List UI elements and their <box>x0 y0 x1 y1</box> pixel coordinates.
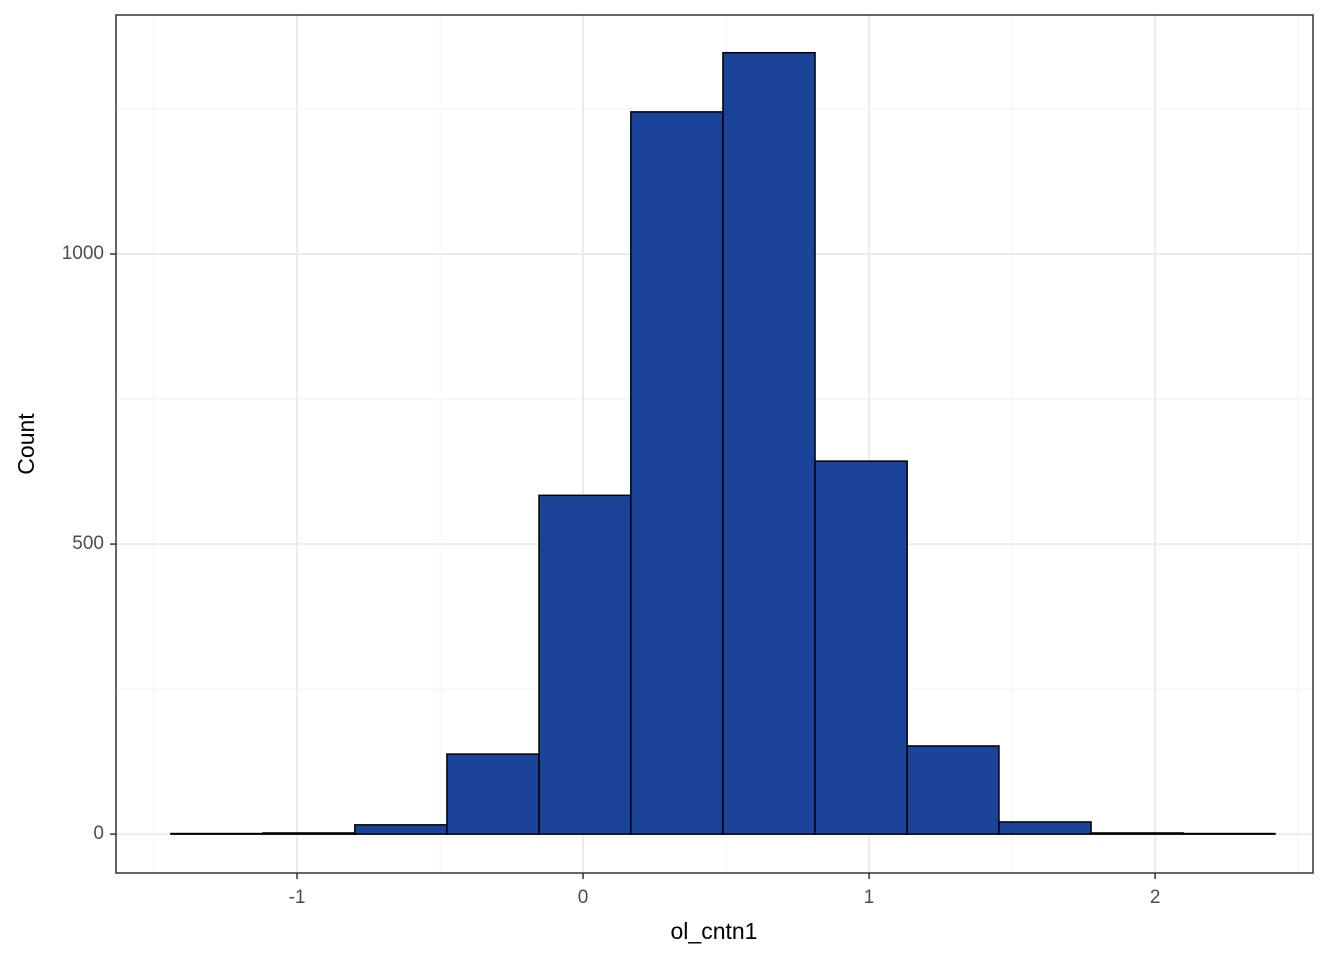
x-tick-label: 2 <box>1150 887 1161 908</box>
x-tick-label: -1 <box>289 887 306 908</box>
bar <box>630 111 724 835</box>
bar <box>998 821 1092 835</box>
bar <box>262 832 356 835</box>
y-tick-label: 500 <box>72 533 104 554</box>
y-tick-label: 0 <box>93 823 104 844</box>
bar <box>446 753 540 835</box>
bar <box>538 494 632 835</box>
y-tick-label: 1000 <box>62 243 104 264</box>
x-tick-label: 0 <box>578 887 589 908</box>
x-tick-label: 1 <box>864 887 875 908</box>
bar <box>814 460 908 835</box>
bar <box>722 51 816 835</box>
panel-border <box>115 14 1314 874</box>
bar <box>170 832 264 835</box>
bar <box>1090 832 1184 835</box>
bar <box>906 745 1000 835</box>
bar <box>1182 832 1276 835</box>
x-axis-title: ol_cntn1 <box>671 918 758 944</box>
y-axis-title: Count <box>13 413 39 475</box>
bar <box>354 824 448 835</box>
